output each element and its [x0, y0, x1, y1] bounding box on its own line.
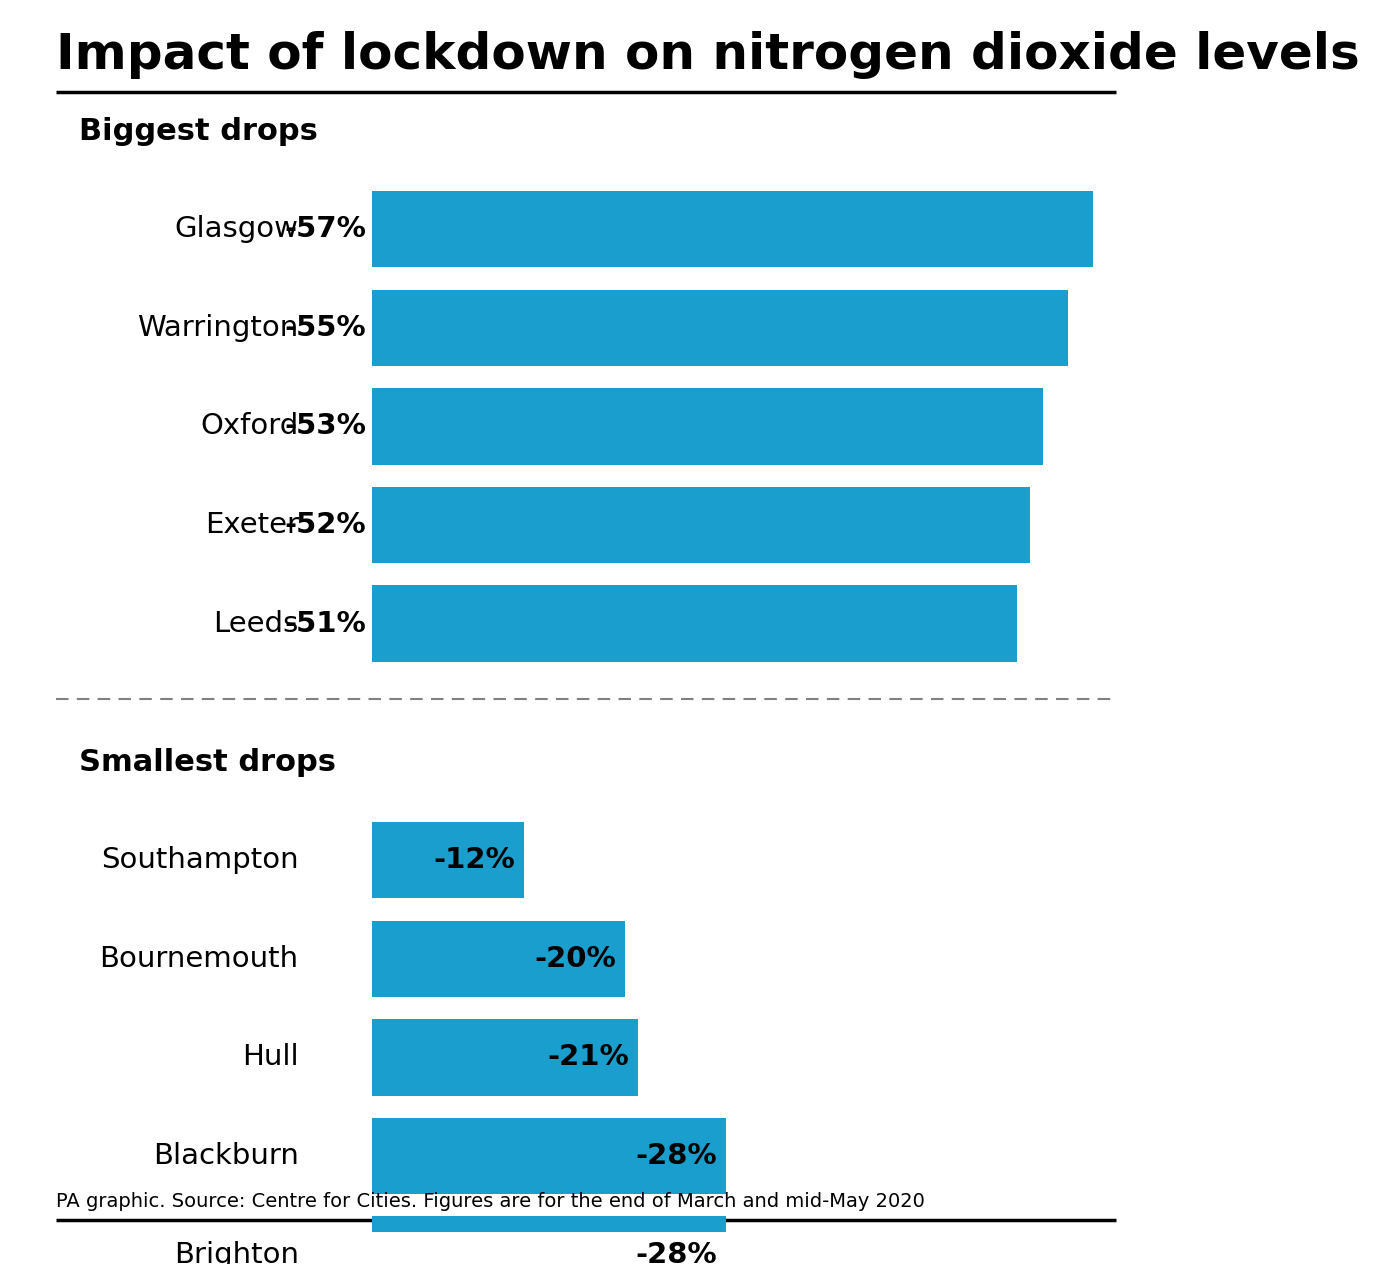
Bar [372, 487, 1030, 564]
Bar [372, 920, 624, 997]
Text: Leeds: Leeds [213, 609, 298, 637]
Text: -53%: -53% [284, 412, 367, 440]
Text: Hull: Hull [242, 1044, 298, 1072]
Text: Exeter: Exeter [204, 511, 298, 538]
Text: -57%: -57% [284, 215, 367, 243]
Bar [372, 1117, 727, 1194]
Bar [372, 191, 1093, 268]
Bar [372, 1216, 727, 1264]
Bar [372, 585, 1018, 662]
Bar [372, 289, 1068, 367]
Text: Warrington: Warrington [137, 313, 298, 341]
Text: Oxford: Oxford [200, 412, 298, 440]
Text: -52%: -52% [284, 511, 367, 538]
Text: Brighton: Brighton [174, 1241, 298, 1264]
Text: Blackburn: Blackburn [153, 1143, 298, 1170]
Text: Smallest drops: Smallest drops [78, 748, 336, 777]
Bar [372, 822, 524, 899]
Text: -12%: -12% [433, 847, 515, 875]
Text: Impact of lockdown on nitrogen dioxide levels: Impact of lockdown on nitrogen dioxide l… [56, 32, 1359, 80]
Text: -51%: -51% [284, 609, 367, 637]
Text: PA graphic. Source: Centre for Cities. Figures are for the end of March and mid-: PA graphic. Source: Centre for Cities. F… [56, 1192, 925, 1211]
Text: Glasgow: Glasgow [175, 215, 298, 243]
Text: -28%: -28% [636, 1143, 717, 1170]
Text: -21%: -21% [547, 1044, 629, 1072]
Bar [372, 388, 1043, 465]
Bar [372, 1019, 637, 1096]
Text: Bournemouth: Bournemouth [99, 945, 298, 973]
Text: -28%: -28% [636, 1241, 717, 1264]
Text: Southampton: Southampton [101, 847, 298, 875]
Text: -55%: -55% [284, 313, 367, 341]
Text: Biggest drops: Biggest drops [78, 118, 318, 147]
Text: -20%: -20% [535, 945, 616, 973]
